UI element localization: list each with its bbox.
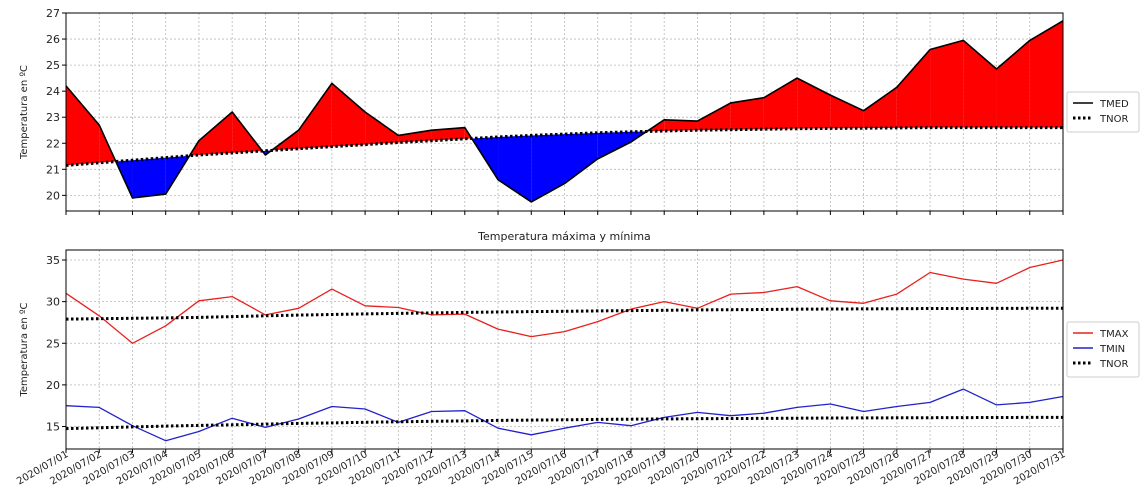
y-tick-label: 22 xyxy=(46,137,60,150)
panel-mean-temperature: 20 21 22 23 24 25 26 27 Temperatura en ºC TMED TNO… xyxy=(19,7,1140,215)
fill-segment xyxy=(830,95,864,129)
fill-segment xyxy=(564,132,598,184)
fill-segment xyxy=(963,40,997,128)
y-tick-label: 23 xyxy=(46,111,60,124)
series-line-tnor-max xyxy=(65,306,1063,321)
fill-segment xyxy=(498,135,532,202)
chart-title: Temperatura máxima y mínima xyxy=(477,230,651,243)
fill-segment xyxy=(1029,20,1063,128)
fill-segment xyxy=(730,97,764,130)
y-tick-label: 20 xyxy=(46,189,60,202)
series-line-tmed xyxy=(65,20,1064,203)
y-tick-label: 30 xyxy=(46,296,60,309)
y-tick-label: 24 xyxy=(46,85,60,98)
gridlines xyxy=(65,12,1064,211)
series-line-tmin xyxy=(65,388,1064,442)
fill-segment xyxy=(896,49,931,128)
y-tick-label: 15 xyxy=(46,421,60,434)
fill-segment xyxy=(132,157,166,198)
panel-max-min-temperature: 15 20 25 30 35 Temperatura en ºC Temperatura m… xyxy=(19,230,1140,453)
legend-label-tnor: TNOR xyxy=(1099,114,1128,125)
legend-label-tmin: TMIN xyxy=(1099,344,1125,355)
fill-segment xyxy=(863,87,897,129)
y-tick-label: 20 xyxy=(46,379,60,392)
fill-segment xyxy=(431,127,465,141)
gridlines xyxy=(65,250,1064,449)
fill-segment xyxy=(365,112,399,145)
legend-box xyxy=(1066,91,1140,133)
y-axis-label: Temperatura en ºC xyxy=(19,65,30,160)
fill-segment xyxy=(797,78,831,129)
fill-segment xyxy=(664,119,698,132)
legend-label-tmed: TMED xyxy=(1099,99,1129,110)
fill-segment xyxy=(697,102,731,131)
fill-segment xyxy=(298,83,332,149)
fill-between xyxy=(66,20,1063,202)
fill-segment xyxy=(597,131,631,159)
y-tick-label: 25 xyxy=(46,337,60,350)
fill-segment xyxy=(398,130,432,143)
y-tick-label: 26 xyxy=(46,33,60,46)
legend: TMAX TMIN TNOR xyxy=(1066,321,1140,378)
series-line-tnor xyxy=(65,126,1063,167)
fill-segment xyxy=(66,85,100,166)
y-axis-label: Temperatura en ºC xyxy=(19,302,30,397)
y-tick-label: 25 xyxy=(46,59,60,72)
fill-segment xyxy=(763,78,798,130)
fill-segment xyxy=(198,112,233,155)
fill-segment xyxy=(930,40,964,128)
legend: TMED TNOR xyxy=(1066,91,1140,133)
y-tick-label: 21 xyxy=(46,163,60,176)
y-tick-label: 35 xyxy=(46,254,60,267)
legend-label-tnor: TNOR xyxy=(1099,359,1128,370)
fill-segment xyxy=(996,40,1030,128)
legend-label-tmax: TMAX xyxy=(1099,329,1129,340)
fill-segment xyxy=(531,134,565,202)
y-tick-label: 27 xyxy=(46,7,60,20)
x-axis-date-labels: 2020/07/012020/07/022020/07/032020/07/04… xyxy=(15,449,1067,487)
fill-segment xyxy=(331,83,366,147)
series-line-tnor xyxy=(65,415,1063,431)
